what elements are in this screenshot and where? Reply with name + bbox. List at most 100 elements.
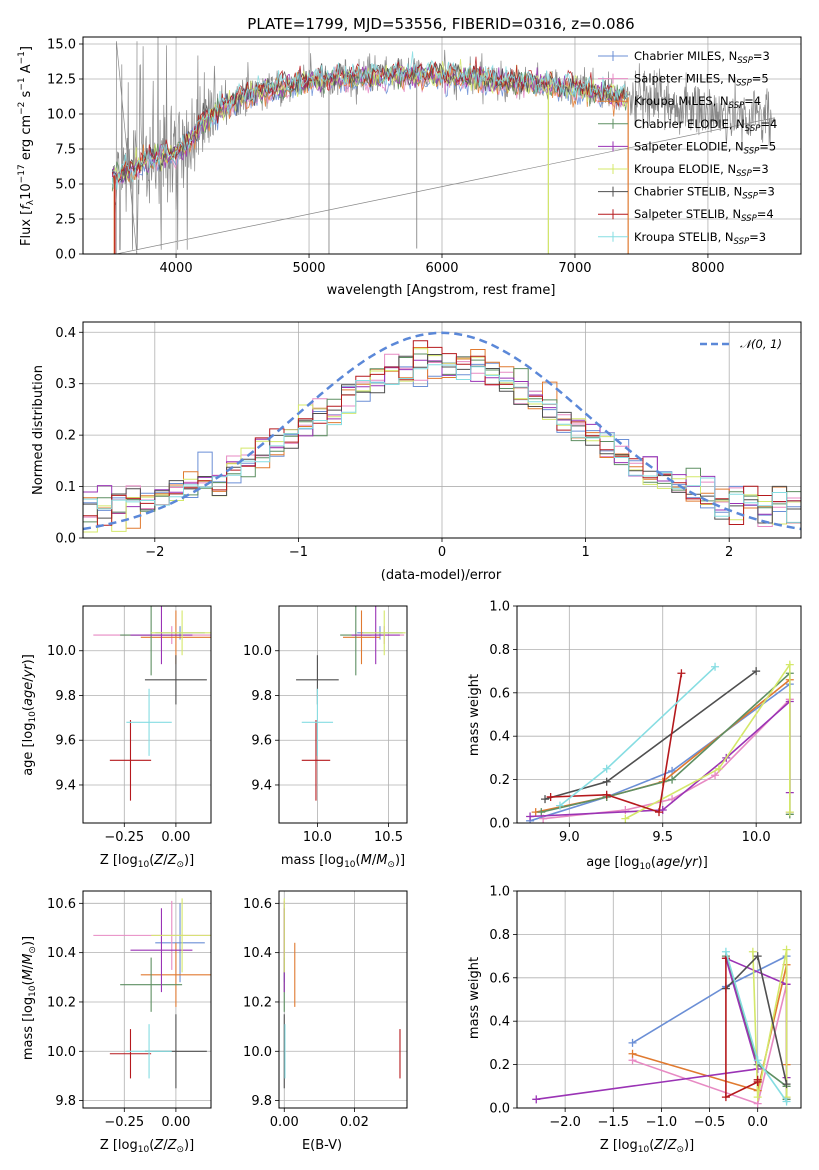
x-tick-label: −1.5	[597, 1115, 629, 1130]
y-tick-label: 10.6	[47, 897, 76, 912]
weight-age-panel: 9.0 9.5 10.0 0.0 0.2 0.4 0.6 0.8 1.0 age [log10(…	[467, 600, 802, 872]
y-tick-label: 0.2	[489, 773, 510, 788]
axes-frame	[278, 605, 408, 824]
residuals-panel: −2 −1 0 1 2 0.0 0.1 0.2 0.3 0.4 𝒩(0, 1) (data-mod…	[31, 321, 802, 583]
weight-marker	[753, 952, 762, 961]
y-tick-label: 5.0	[55, 178, 76, 193]
weight-marker	[555, 801, 564, 810]
weight-marker	[752, 667, 761, 676]
weight-marker	[782, 945, 791, 954]
weight-marker	[753, 1093, 762, 1102]
y-tick-label: 0.6	[489, 971, 510, 986]
legend-entry: Chabrier MILES, NSSP=3	[634, 49, 770, 66]
spectrum-legend: Chabrier MILES, NSSP=3 Salpeter MILES, NS…	[598, 49, 777, 247]
weight-marker	[628, 1049, 637, 1058]
weight-line	[625, 662, 791, 820]
x-tick-label: 0.0	[747, 1115, 768, 1130]
y-tick-label: 0.6	[489, 686, 510, 701]
x-tick-label: 4000	[160, 261, 193, 276]
y-tick-label: 0.8	[489, 643, 510, 658]
y-tick-label: 10.4	[47, 946, 76, 961]
y-tick-label: 9.6	[55, 734, 76, 749]
weight-marker	[602, 777, 611, 786]
axes-frame	[82, 605, 212, 824]
x-tick-label: 6000	[425, 261, 458, 276]
weight-marker	[785, 660, 794, 669]
weight-marker	[785, 808, 794, 817]
weight-marker	[711, 771, 720, 780]
legend-entry: Kroupa ELODIE, NSSP=3	[634, 162, 769, 179]
residuals-ylabel: Normed distribution	[31, 365, 46, 495]
x-tick-label: 10.0	[303, 830, 332, 845]
weight-marker	[526, 812, 535, 821]
model-spectrum	[111, 58, 629, 183]
x-tick-label: 0	[438, 545, 446, 560]
residuals-xlabel: (data-model)/error	[381, 568, 502, 583]
x-tick-label: −1.0	[646, 1115, 678, 1130]
mass-Z-panel: −0.25 0.00 9.8 10.0 10.2 10.4 10.6 Z [log10(Z/…	[21, 890, 212, 1155]
weight-marker	[532, 1095, 541, 1104]
y-tick-label: 0.3	[55, 377, 76, 392]
y-tick-label: 9.8	[251, 689, 272, 704]
x-tick-label: 7000	[558, 261, 591, 276]
weight-marker	[714, 764, 723, 773]
weight-marker	[782, 1080, 791, 1089]
y-tick-label: 9.8	[251, 1094, 272, 1109]
weight-line	[550, 673, 683, 814]
weight-marker	[782, 1097, 791, 1106]
legend-entry: Salpeter STELIB, NSSP=4	[634, 207, 774, 224]
weight-marker	[721, 1093, 730, 1102]
axes-frame	[516, 890, 802, 1109]
y-tick-label: 10.0	[243, 1045, 272, 1060]
legend-entry: Chabrier STELIB, NSSP=3	[634, 185, 775, 202]
x-tick-label: −0.25	[104, 1115, 144, 1130]
x-tick-label: 0.02	[340, 1115, 369, 1130]
weight-marker	[546, 792, 555, 801]
residual-histogram	[83, 364, 801, 523]
legend-entry: Salpeter ELODIE, NSSP=5	[634, 139, 776, 156]
figure-title: PLATE=1799, MJD=53556, FIBERID=0316, z=0…	[247, 15, 634, 33]
weight-marker	[753, 1075, 762, 1084]
y-tick-label: 10.6	[243, 897, 272, 912]
weight-marker	[602, 790, 611, 799]
y-tick-label: 0.1	[55, 480, 76, 495]
y-tick-label: 9.6	[251, 734, 272, 749]
axes-frame	[278, 890, 408, 1109]
y-tick-label: 12.5	[47, 73, 76, 88]
age-Z-xlabel: Z [log10(Z/Z⊙)]	[100, 853, 194, 870]
y-tick-label: 10.0	[47, 108, 76, 123]
axes-frame	[516, 605, 802, 824]
axes-frame	[82, 890, 212, 1109]
x-tick-label: −0.5	[694, 1115, 726, 1130]
weight-marker	[668, 775, 677, 784]
weight-Z-xlabel: Z [log10(Z/Z⊙)]	[600, 1138, 694, 1155]
y-tick-label: 0.2	[55, 429, 76, 444]
spectrum-ylabel: Flux [fλ10−17 erg cm−2 s−1 A−1]	[17, 46, 36, 246]
legend-entry: Chabrier ELODIE, NSSP=4	[634, 117, 777, 134]
weight-marker	[711, 662, 720, 671]
x-tick-label: 0.00	[270, 1115, 299, 1130]
y-tick-label: 9.8	[55, 689, 76, 704]
x-tick-label: 8000	[691, 261, 724, 276]
weight-marker	[753, 1064, 762, 1073]
age-Z-panel: −0.25 0.00 9.4 9.6 9.8 10.0 Z [log10(Z/Z⊙)] a…	[21, 605, 212, 870]
weight-marker	[655, 808, 663, 817]
x-tick-label: 2	[725, 545, 733, 560]
weight-marker	[748, 947, 757, 956]
legend-entry: Kroupa STELIB, NSSP=3	[634, 230, 766, 247]
x-tick-label: 1	[581, 545, 589, 560]
normal-curve	[83, 331, 801, 531]
weight-marker	[621, 814, 630, 823]
y-tick-label: 9.4	[55, 778, 76, 793]
y-tick-label: 0.4	[489, 1015, 510, 1030]
y-tick-label: 0.0	[55, 532, 76, 547]
x-tick-label: −0.25	[104, 830, 144, 845]
axes-frame	[82, 321, 802, 539]
y-tick-label: 0.8	[489, 928, 510, 943]
weight-marker	[677, 669, 686, 678]
weight-marker	[537, 808, 546, 817]
y-tick-label: 0.4	[489, 730, 510, 745]
x-tick-label: 5000	[292, 261, 325, 276]
age-mass-panel: 10.0 10.5 9.4 9.6 9.8 10.0 mass [log10(M/M⊙)]	[243, 605, 408, 870]
